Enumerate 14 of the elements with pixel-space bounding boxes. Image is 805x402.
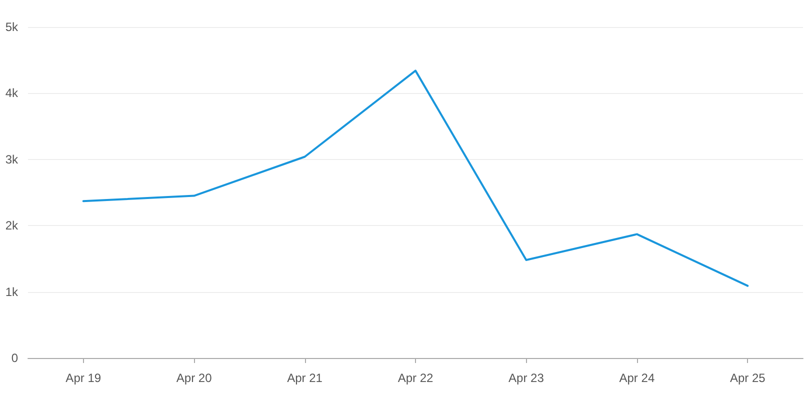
x-tick-label: Apr 23	[508, 371, 544, 385]
x-tick-label: Apr 22	[398, 371, 434, 385]
x-tick-label: Apr 20	[176, 371, 212, 385]
x-tick-label: Apr 21	[287, 371, 323, 385]
x-tick-label: Apr 19	[66, 371, 102, 385]
y-tick-label: 3k	[5, 152, 19, 166]
line-series	[82, 70, 749, 287]
x-tick-label: Apr 25	[730, 371, 766, 385]
y-tick-label: 0	[11, 351, 18, 365]
y-tick-label: 2k	[5, 218, 19, 233]
y-tick-label: 5k	[5, 20, 19, 34]
y-tick-label: 4k	[5, 86, 19, 100]
x-tick-label: Apr 24	[619, 371, 655, 385]
y-tick-label: 1k	[5, 284, 19, 299]
